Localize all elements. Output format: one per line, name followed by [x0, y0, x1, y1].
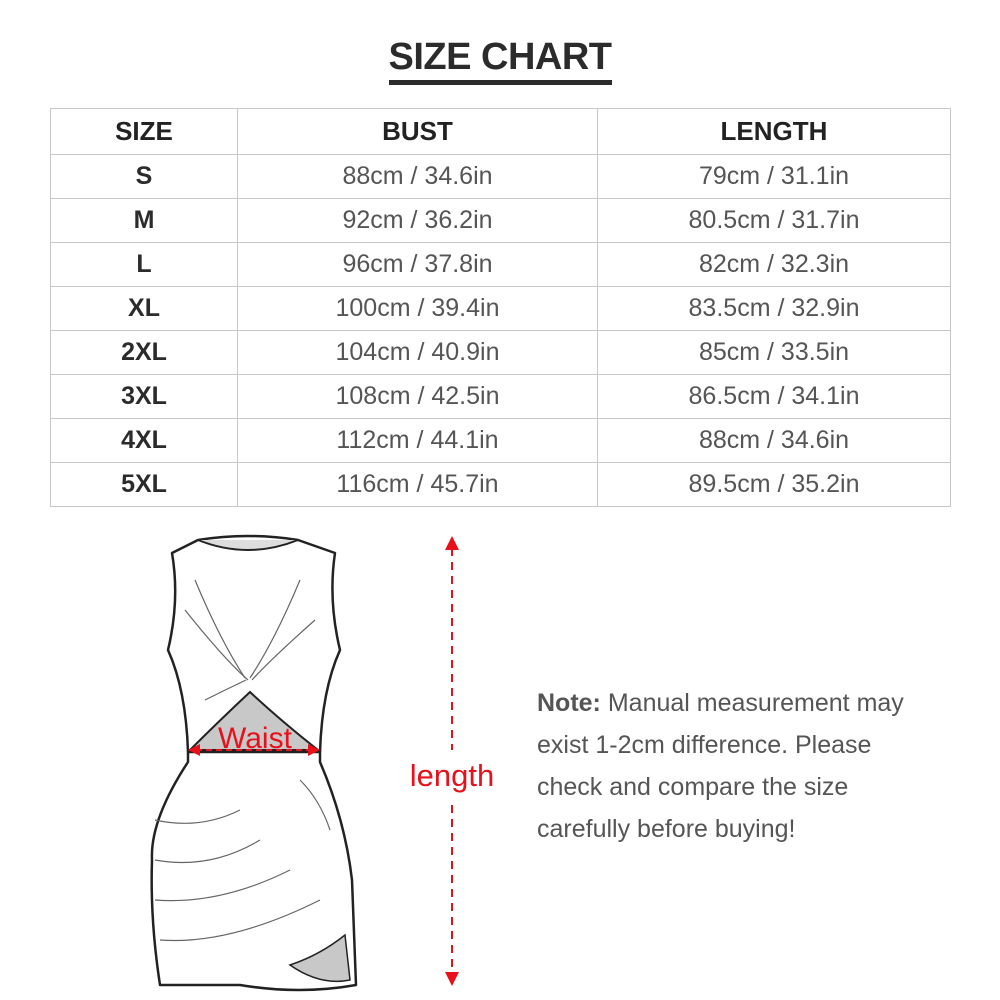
- waist-cutout: [187, 690, 321, 751]
- length-measure: length: [410, 536, 494, 986]
- cell-bust: 96cm / 37.8in: [237, 242, 598, 287]
- cell-length: 85cm / 33.5in: [597, 330, 951, 375]
- table-row: XL 100cm / 39.4in 83.5cm / 32.9in: [50, 286, 951, 331]
- page-title: SIZE CHART: [0, 36, 1000, 85]
- arrow-down-icon: [445, 972, 459, 986]
- cell-length: 89.5cm / 35.2in: [597, 462, 951, 507]
- table-row: L 96cm / 37.8in 82cm / 32.3in: [50, 242, 951, 287]
- header-length: LENGTH: [597, 108, 951, 155]
- cell-size: S: [50, 154, 238, 199]
- cell-bust: 116cm / 45.7in: [237, 462, 598, 507]
- header-size: SIZE: [50, 108, 238, 155]
- cell-bust: 88cm / 34.6in: [237, 154, 598, 199]
- cell-bust: 112cm / 44.1in: [237, 418, 598, 463]
- measurement-note: Note: Manual measurement may exist 1-2cm…: [537, 682, 957, 850]
- note-line: check and compare the size: [537, 773, 849, 801]
- cell-length: 83.5cm / 32.9in: [597, 286, 951, 331]
- cell-bust: 100cm / 39.4in: [237, 286, 598, 331]
- arrow-right-icon: [308, 744, 320, 756]
- table-row: 2XL 104cm / 40.9in 85cm / 33.5in: [50, 330, 951, 375]
- cell-size: 4XL: [50, 418, 238, 463]
- waist-label: Waist: [218, 722, 293, 755]
- note-line: Manual measurement may: [607, 689, 904, 717]
- length-label: length: [410, 758, 494, 793]
- drape-lines: [154, 579, 331, 942]
- cell-length: 79cm / 31.1in: [597, 154, 951, 199]
- waist-measure: Waist: [188, 722, 320, 756]
- cell-bust: 104cm / 40.9in: [237, 330, 598, 375]
- dress-outline: [150, 534, 358, 992]
- cell-length: 82cm / 32.3in: [597, 242, 951, 287]
- hem-overlap: [288, 933, 351, 983]
- cell-size: 2XL: [50, 330, 238, 375]
- cell-size: M: [50, 198, 238, 243]
- table-row: 3XL 108cm / 42.5in 86.5cm / 34.1in: [50, 374, 951, 419]
- cell-size: L: [50, 242, 238, 287]
- note-line: carefully before buying!: [537, 815, 796, 843]
- arrow-up-icon: [445, 536, 459, 550]
- note-label: Note:: [537, 689, 601, 717]
- cell-length: 86.5cm / 34.1in: [597, 374, 951, 419]
- size-table: SIZE BUST LENGTH S 88cm / 34.6in 79cm / 31…: [50, 108, 951, 507]
- table-row: 5XL 116cm / 45.7in 89.5cm / 35.2in: [50, 462, 951, 507]
- table-row: S 88cm / 34.6in 79cm / 31.1in: [50, 154, 951, 199]
- table-row: 4XL 112cm / 44.1in 88cm / 34.6in: [50, 418, 951, 463]
- arrow-left-icon: [188, 744, 200, 756]
- neckline: [197, 539, 299, 551]
- note-line: exist 1-2cm difference. Please: [537, 731, 872, 759]
- table-row: M 92cm / 36.2in 80.5cm / 31.7in: [50, 198, 951, 243]
- cell-bust: 92cm / 36.2in: [237, 198, 598, 243]
- cell-bust: 108cm / 42.5in: [237, 374, 598, 419]
